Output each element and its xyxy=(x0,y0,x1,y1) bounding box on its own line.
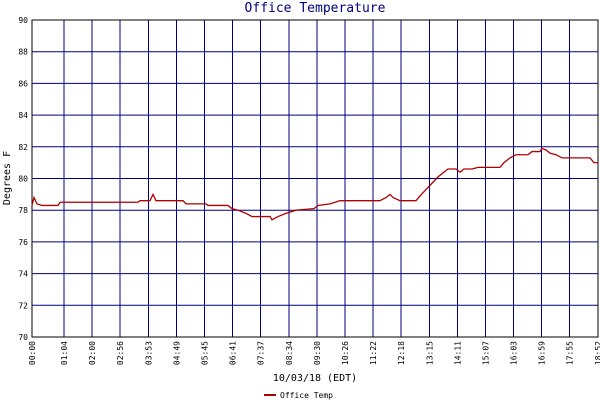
x-tick-label: 01:04 xyxy=(60,341,69,365)
x-tick-label: 11:22 xyxy=(369,341,378,365)
data-line xyxy=(31,147,598,221)
y-tick-label: 86 xyxy=(18,79,28,88)
y-tick-label: 74 xyxy=(18,270,28,279)
x-tick-label: 02:00 xyxy=(88,341,97,365)
y-tick-label: 80 xyxy=(18,175,28,184)
x-tick-label: 05:45 xyxy=(201,341,210,365)
x-tick-label: 07:37 xyxy=(257,341,266,365)
x-tick-label: 00:00 xyxy=(28,341,37,365)
x-tick-label: 18:52 xyxy=(594,341,600,365)
x-tick-label: 13:15 xyxy=(426,341,435,365)
y-tick-label: 88 xyxy=(18,48,28,57)
x-tick-label: 06:41 xyxy=(229,341,238,365)
x-axis-label: 10/03/18 (EDT) xyxy=(273,373,357,384)
y-tick-label: 76 xyxy=(18,238,28,247)
x-tick-label: 03:53 xyxy=(145,341,154,365)
x-tick-label: 16:03 xyxy=(510,341,519,365)
y-tick-label: 84 xyxy=(18,111,28,120)
x-tick-label: 14:11 xyxy=(454,341,463,365)
plot-border xyxy=(31,19,599,338)
x-tick-label: 04:49 xyxy=(173,341,182,365)
x-tick-label: 10:26 xyxy=(341,341,350,365)
y-tick-label: 90 xyxy=(18,16,28,25)
x-tick-label: 09:30 xyxy=(313,341,322,365)
x-tick-label: 08:34 xyxy=(285,341,294,365)
x-tick-label: 12:18 xyxy=(397,341,406,365)
x-tick-label: 16:59 xyxy=(538,341,547,365)
y-tick-label: 72 xyxy=(18,301,28,310)
y-tick-label: 82 xyxy=(18,143,28,152)
y-axis-label: Degrees F xyxy=(2,151,13,205)
x-tick-label: 15:07 xyxy=(482,341,491,365)
legend-label: Office Temp xyxy=(280,391,333,400)
marks xyxy=(31,147,598,221)
x-tick-label: 02:56 xyxy=(116,341,125,365)
chart-title: Office Temperature xyxy=(245,1,386,16)
y-tick-label: 70 xyxy=(18,333,28,342)
y-tick-label: 78 xyxy=(18,206,28,215)
x-tick-label: 17:55 xyxy=(566,341,575,365)
